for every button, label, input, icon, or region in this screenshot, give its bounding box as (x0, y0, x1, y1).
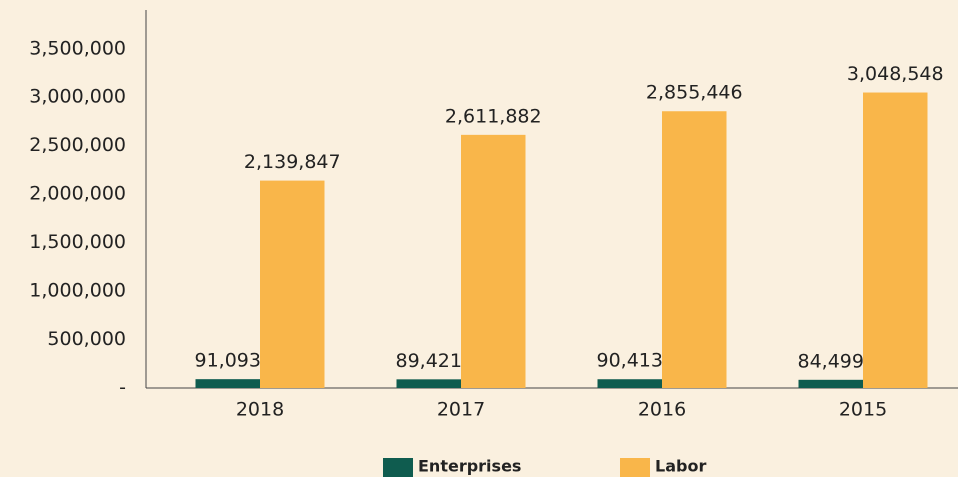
bar (461, 134, 526, 388)
bar (863, 92, 928, 389)
data-label: 89,421 (396, 350, 462, 372)
legend-swatch (383, 458, 413, 477)
data-label: 91,093 (195, 350, 261, 372)
y-tick-label: - (119, 377, 126, 399)
x-tick-label: 2018 (236, 399, 284, 421)
bar (396, 379, 461, 388)
data-label: 2,855,446 (646, 82, 743, 104)
x-tick-label: 2017 (437, 399, 485, 421)
data-label: 3,048,548 (847, 63, 944, 85)
y-tick-label: 3,500,000 (29, 37, 126, 59)
legend-swatch (620, 458, 650, 477)
legend-label: Labor (655, 457, 706, 476)
bar (662, 111, 727, 388)
bar (597, 379, 662, 388)
data-label: 84,499 (798, 350, 864, 372)
x-tick-label: 2016 (638, 399, 686, 421)
data-label: 2,139,847 (244, 151, 341, 173)
y-tick-label: 500,000 (47, 328, 126, 350)
y-tick-label: 3,000,000 (29, 86, 126, 108)
y-tick-label: 2,500,000 (29, 134, 126, 156)
data-label: 90,413 (597, 350, 663, 372)
y-tick-label: 1,500,000 (29, 231, 126, 253)
bar (195, 379, 260, 388)
y-tick-label: 2,000,000 (29, 183, 126, 205)
x-tick-label: 2015 (839, 399, 887, 421)
legend-label: Enterprises (418, 457, 521, 476)
bar (260, 180, 325, 388)
data-label: 2,611,882 (445, 105, 542, 127)
bar (798, 379, 863, 388)
y-tick-label: 1,000,000 (29, 280, 126, 302)
